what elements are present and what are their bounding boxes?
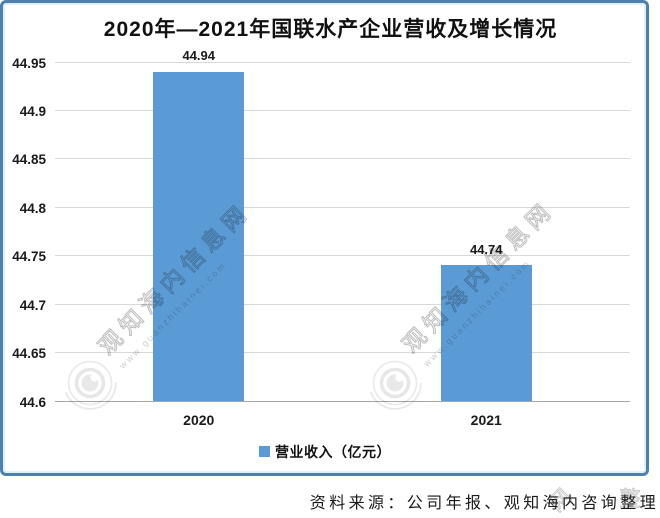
y-tick-label: 44.7 [19,297,46,313]
data-label-2020: 44.94 [182,48,216,64]
gridline [55,303,630,305]
x-axis-line [55,400,630,402]
chart-title: 2020年—2021年国联水产企业营收及增长情况 [103,17,558,41]
bar-2020 [153,71,245,401]
gridline [55,61,630,63]
x-tick-label-2021: 2021 [470,412,502,428]
y-tick-label: 44.75 [12,249,46,265]
bar-2021 [440,265,532,401]
y-tick-label: 44.65 [12,346,46,362]
data-label-2021: 44.74 [469,241,503,257]
legend-label: 营业收入（亿元） [275,444,391,460]
gridline [55,109,630,111]
y-tick-label: 44.9 [19,103,46,119]
x-tick-label-2020: 2020 [183,412,215,428]
gridline [55,158,630,160]
gridline [55,206,630,208]
gridline [55,352,630,354]
y-tick-label: 44.8 [19,200,46,216]
y-tick-label: 44.6 [19,394,46,410]
y-tick-label: 44.95 [12,55,46,71]
gridline [55,255,630,257]
source-note: 资料来源：公司年报、观知海内咨询整理 [309,495,659,512]
chart-frame [0,0,649,476]
y-tick-label: 44.85 [12,152,46,168]
legend-swatch [259,446,270,457]
